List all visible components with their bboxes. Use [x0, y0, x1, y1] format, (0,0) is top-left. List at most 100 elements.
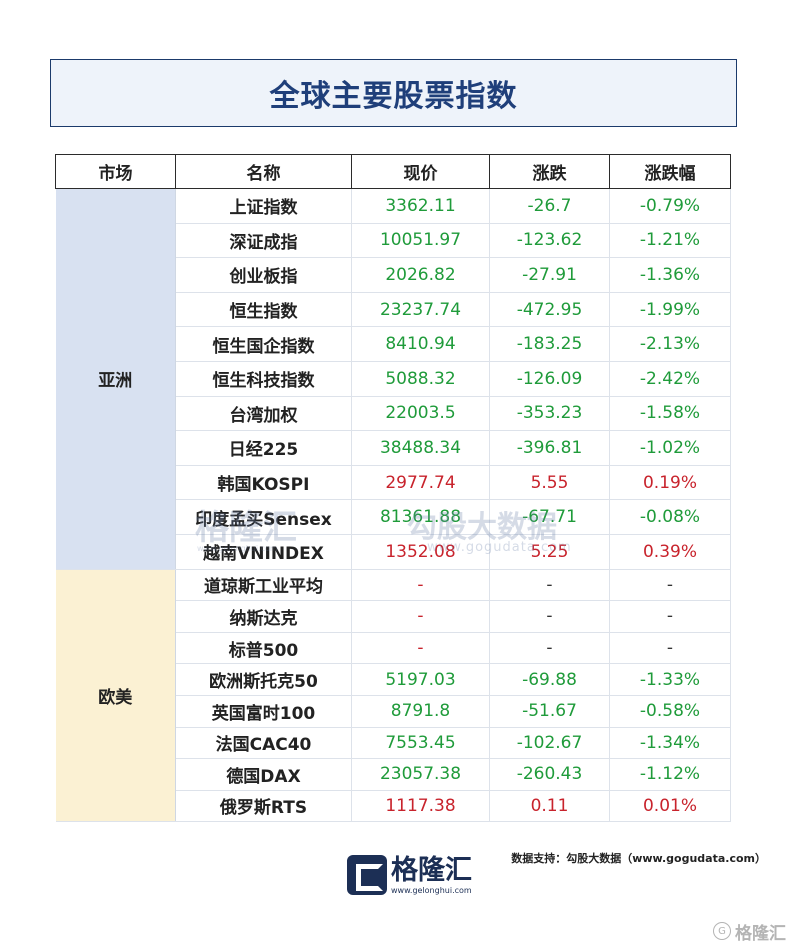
- index-name: 创业板指: [175, 257, 352, 293]
- index-change-pct: 0.39%: [609, 534, 731, 570]
- index-change: -: [489, 569, 610, 602]
- index-change-pct: -0.79%: [609, 188, 731, 224]
- table-row: 标普500- - -: [56, 632, 731, 665]
- table-row: 德国DAX 23057.38 -260.43 -1.12%: [56, 758, 731, 791]
- index-change: 0.11: [489, 790, 610, 823]
- index-name: 台湾加权: [175, 396, 352, 432]
- index-change-pct: -: [609, 600, 731, 633]
- header-change-pct: 涨跌幅: [609, 154, 731, 189]
- index-change: -27.91: [489, 257, 610, 293]
- region-cell-euam: 欧美: [55, 569, 176, 823]
- logo-name: 格隆汇: [391, 854, 472, 886]
- index-name: 上证指数: [175, 188, 352, 224]
- table-row: 英国富时100 8791.8 -51.67 -0.58%: [56, 695, 731, 728]
- index-change: -: [489, 600, 610, 633]
- table-row: 纳斯达克 - - -: [56, 600, 731, 633]
- index-price: 10051.97: [351, 223, 490, 259]
- index-change-pct: -1.12%: [609, 758, 731, 791]
- index-price: 7553.45: [351, 727, 490, 760]
- index-name: 欧洲斯托克50: [175, 663, 352, 696]
- table-row: 法国CAC40 7553.45 -102.67 -1.34%: [56, 727, 731, 760]
- index-change-pct: -: [609, 569, 731, 602]
- title-box: 全球主要股票指数: [50, 59, 737, 127]
- index-name: 印度孟买Sensex: [175, 499, 352, 535]
- index-change: -69.88: [489, 663, 610, 696]
- index-name: 道琼斯工业平均: [175, 569, 352, 602]
- index-change-pct: -1.02%: [609, 430, 731, 466]
- table-row: 台湾加权 22003.5 -353.23 -1.58%: [56, 396, 731, 432]
- table-row: 亚洲 上证指数 3362.11 -26.7 -0.79%: [55, 188, 731, 570]
- index-price: -: [351, 600, 490, 633]
- index-change-pct: -1.34%: [609, 727, 731, 760]
- index-price: 5197.03: [351, 663, 490, 696]
- index-table-wrap: 市场 名称 现价 涨跌 涨跌幅 亚洲 上证指数 3362.11 -26.7 -0.79%…: [55, 154, 731, 823]
- index-price: 3362.11: [351, 188, 490, 224]
- table-body: 亚洲 上证指数 3362.11 -26.7 -0.79% 深证成指 10051.97 -123…: [55, 188, 731, 823]
- logo-g-icon: [347, 855, 387, 895]
- index-name: 德国DAX: [175, 758, 352, 791]
- table-header-row: 市场 名称 现价 涨跌 涨跌幅: [55, 154, 731, 189]
- index-change: -67.71: [489, 499, 610, 535]
- index-name: 日经225: [175, 430, 352, 466]
- table-row: 欧洲斯托克50 5197.03 -69.88 -1.33%: [56, 663, 731, 696]
- table-row: 俄罗斯RTS 1117.38 0.11 0.01%: [56, 790, 731, 823]
- table-row: 越南VNINDEX 1352.08 5.25 0.39%: [56, 534, 731, 570]
- table-row: 欧美 道琼斯工业平均 - - -: [55, 569, 731, 823]
- index-name: 标普500: [175, 632, 352, 665]
- index-change: 5.25: [489, 534, 610, 570]
- corner-brand: 格隆汇: [735, 923, 786, 944]
- index-name: 恒生科技指数: [175, 361, 352, 397]
- index-price: 22003.5: [351, 396, 490, 432]
- index-change-pct: 0.19%: [609, 465, 731, 501]
- table-row: 日经225 38488.34 -396.81 -1.02%: [56, 430, 731, 466]
- region-cell-asia: 亚洲: [55, 188, 176, 570]
- index-change-pct: -1.99%: [609, 292, 731, 328]
- index-price: 23237.74: [351, 292, 490, 328]
- index-name: 俄罗斯RTS: [175, 790, 352, 823]
- table-row: 韩国KOSPI 2977.74 5.55 0.19%: [56, 465, 731, 501]
- index-price: 81361.88: [351, 499, 490, 535]
- index-change: -183.25: [489, 326, 610, 362]
- index-change-pct: -: [609, 632, 731, 665]
- brand-logo: 格隆汇 www.gelonghui.com: [347, 853, 477, 897]
- index-change-pct: -2.13%: [609, 326, 731, 362]
- index-price: 8791.8: [351, 695, 490, 728]
- index-price: 8410.94: [351, 326, 490, 362]
- header-change: 涨跌: [489, 154, 610, 189]
- table-row: 深证成指 10051.97 -123.62 -1.21%: [56, 223, 731, 259]
- index-change-pct: -1.36%: [609, 257, 731, 293]
- index-change-pct: 0.01%: [609, 790, 731, 823]
- index-change-pct: -0.08%: [609, 499, 731, 535]
- index-name: 英国富时100: [175, 695, 352, 728]
- table-row: 印度孟买Sensex 81361.88 -67.71 -0.08%: [56, 499, 731, 535]
- index-change: -126.09: [489, 361, 610, 397]
- table-row: 恒生科技指数 5088.32 -126.09 -2.42%: [56, 361, 731, 397]
- index-price: 5088.32: [351, 361, 490, 397]
- header-name: 名称: [175, 154, 352, 189]
- index-change-pct: -2.42%: [609, 361, 731, 397]
- index-price: 1117.38: [351, 790, 490, 823]
- index-price: 2977.74: [351, 465, 490, 501]
- index-name: 法国CAC40: [175, 727, 352, 760]
- corner-watermark: G 格隆汇: [713, 918, 786, 944]
- index-table: 市场 名称 现价 涨跌 涨跌幅 亚洲 上证指数 3362.11 -26.7 -0.79%…: [55, 154, 731, 823]
- index-change: -260.43: [489, 758, 610, 791]
- table-row: 恒生国企指数 8410.94 -183.25 -2.13%: [56, 326, 731, 362]
- index-name: 越南VNINDEX: [175, 534, 352, 570]
- index-name: 恒生国企指数: [175, 326, 352, 362]
- index-change: -472.95: [489, 292, 610, 328]
- index-name: 恒生指数: [175, 292, 352, 328]
- index-price: 23057.38: [351, 758, 490, 791]
- index-change-pct: -0.58%: [609, 695, 731, 728]
- index-change-pct: -1.33%: [609, 663, 731, 696]
- index-change: -: [489, 632, 610, 665]
- index-price: 2026.82: [351, 257, 490, 293]
- logo-url: www.gelonghui.com: [391, 885, 472, 895]
- index-change-pct: -1.21%: [609, 223, 731, 259]
- index-change: -123.62: [489, 223, 610, 259]
- index-change: -102.67: [489, 727, 610, 760]
- index-name: 韩国KOSPI: [175, 465, 352, 501]
- header-price: 现价: [351, 154, 490, 189]
- index-change: -396.81: [489, 430, 610, 466]
- corner-logo-icon: G: [713, 922, 731, 940]
